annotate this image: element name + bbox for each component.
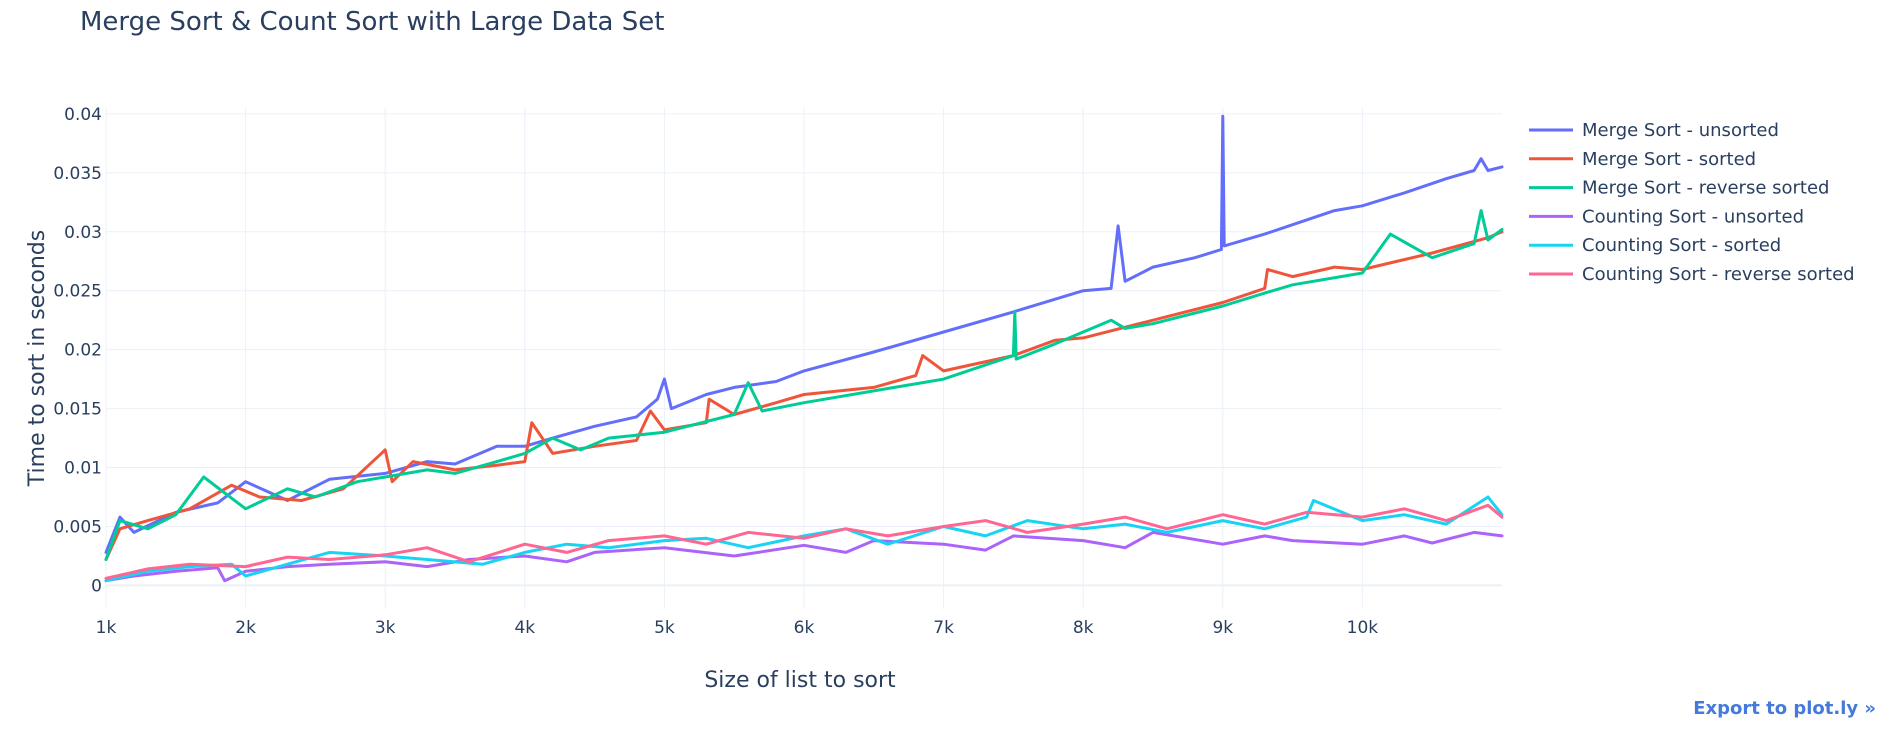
x-axis-title: Size of list to sort [704, 668, 896, 693]
y-tick-label: 0.005 [53, 517, 102, 537]
legend[interactable]: Merge Sort - unsorted Merge Sort - sorted… [1529, 120, 1855, 285]
legend-label: Merge Sort - sorted [1582, 149, 1756, 170]
legend-item-merge-sort-unsorted[interactable]: Merge Sort - unsorted [1529, 120, 1779, 141]
export-to-plotly-link[interactable]: Export to plot.ly » [1693, 698, 1876, 719]
y-tick-label: 0.02 [64, 341, 102, 361]
series-lines [104, 114, 1504, 583]
x-tick-label: 9k [1212, 618, 1233, 638]
series-line-merge-sort-unsorted [104, 114, 1504, 554]
y-tick-labels: 0 0.005 0.01 0.015 0.02 0.025 0.03 0.035 0.04 [53, 105, 102, 597]
legend-item-merge-sort-reverse-sorted[interactable]: Merge Sort - reverse sorted [1529, 178, 1829, 199]
legend-label: Counting Sort - sorted [1582, 235, 1781, 256]
legend-label: Counting Sort - reverse sorted [1582, 264, 1855, 285]
y-tick-label: 0.01 [64, 459, 102, 479]
y-tick-label: 0.04 [64, 105, 102, 125]
legend-label: Merge Sort - unsorted [1582, 120, 1779, 141]
series-line-counting-sort-unsorted [104, 530, 1504, 583]
legend-item-counting-sort-unsorted[interactable]: Counting Sort - unsorted [1529, 206, 1804, 227]
x-tick-label: 3k [375, 618, 396, 638]
y-tick-label: 0 [91, 576, 102, 596]
legend-item-counting-sort-sorted[interactable]: Counting Sort - sorted [1529, 235, 1781, 256]
y-tick-label: 0.035 [53, 164, 102, 184]
x-tick-label: 1k [96, 618, 117, 638]
x-tick-label: 5k [654, 618, 675, 638]
y-tick-label: 0.015 [53, 400, 102, 420]
series-line-counting-sort-reverse-sorted [104, 503, 1504, 580]
legend-item-merge-sort-sorted[interactable]: Merge Sort - sorted [1529, 149, 1756, 170]
chart-title: Merge Sort & Count Sort with Large Data … [80, 7, 664, 37]
y-tick-label: 0.025 [53, 282, 102, 302]
x-tick-label: 6k [794, 618, 815, 638]
x-tick-label: 4k [514, 618, 535, 638]
x-tick-label: 2k [235, 618, 256, 638]
legend-label: Merge Sort - reverse sorted [1582, 178, 1829, 199]
grid-lines [105, 108, 1502, 609]
x-tick-labels: 1k 2k 3k 4k 5k 6k 7k 8k 9k 10k [96, 618, 1379, 638]
legend-item-counting-sort-reverse-sorted[interactable]: Counting Sort - reverse sorted [1529, 264, 1855, 285]
y-tick-label: 0.03 [64, 223, 102, 243]
x-tick-label: 8k [1073, 618, 1094, 638]
series-line-merge-sort-reverse-sorted [104, 209, 1504, 561]
x-tick-label: 10k [1347, 618, 1379, 638]
y-axis-title: Time to sort in seconds [25, 230, 50, 487]
legend-label: Counting Sort - unsorted [1582, 206, 1804, 227]
x-tick-label: 7k [933, 618, 954, 638]
